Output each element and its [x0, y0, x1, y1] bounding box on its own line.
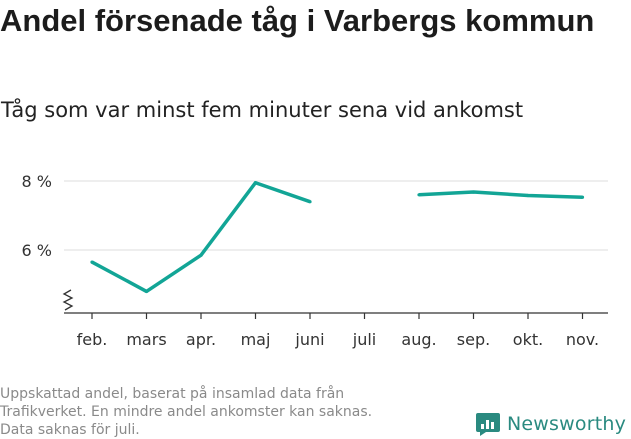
x-tick-label: sep. — [457, 330, 490, 349]
newsworthy-logo-icon — [476, 413, 500, 436]
x-tick-label: nov. — [566, 330, 599, 349]
footer-line-2: Trafikverket. En mindre andel ankomster … — [0, 404, 373, 420]
x-tick-label: feb. — [77, 330, 108, 349]
footer-line-3: Data saknas för juli. — [0, 422, 140, 438]
brand-logo: Newsworthy — [475, 410, 626, 438]
x-tick-label: mars — [126, 330, 166, 349]
line-chart: 6 % 8 % feb. mars apr. maj juni juli aug. sep. ok… — [22, 172, 608, 349]
footer-line-1: Uppskattad andel, baserat på insamlad da… — [0, 386, 345, 402]
x-tick-label: maj — [241, 330, 271, 349]
series-line-segment — [91, 180, 311, 294]
axis-break-icon — [62, 289, 74, 311]
x-tick-label: juni — [294, 330, 324, 349]
x-axis-labels: feb. mars apr. maj juni juli aug. sep. okt. nov. — [77, 330, 599, 349]
x-tick-label: juli — [352, 330, 376, 349]
series-line-segment — [418, 190, 583, 199]
series-lines — [90, 180, 585, 294]
x-axis — [62, 289, 608, 319]
x-tick-label: okt. — [513, 330, 543, 349]
x-tick-label: aug. — [401, 330, 436, 349]
gridlines — [64, 180, 608, 251]
y-tick-label: 6 % — [22, 241, 52, 260]
y-axis-labels: 6 % 8 % — [22, 172, 52, 260]
x-tick-label: apr. — [186, 330, 216, 349]
brand-name: Newsworthy — [507, 413, 627, 435]
chart-subtitle: Tåg som var minst fem minuter sena vid a… — [1, 98, 524, 122]
footer-note: Uppskattad andel, baserat på insamlad da… — [0, 385, 440, 439]
y-tick-label: 8 % — [22, 172, 52, 191]
chart-title: Andel försenade tåg i Varbergs kommun — [0, 3, 595, 38]
